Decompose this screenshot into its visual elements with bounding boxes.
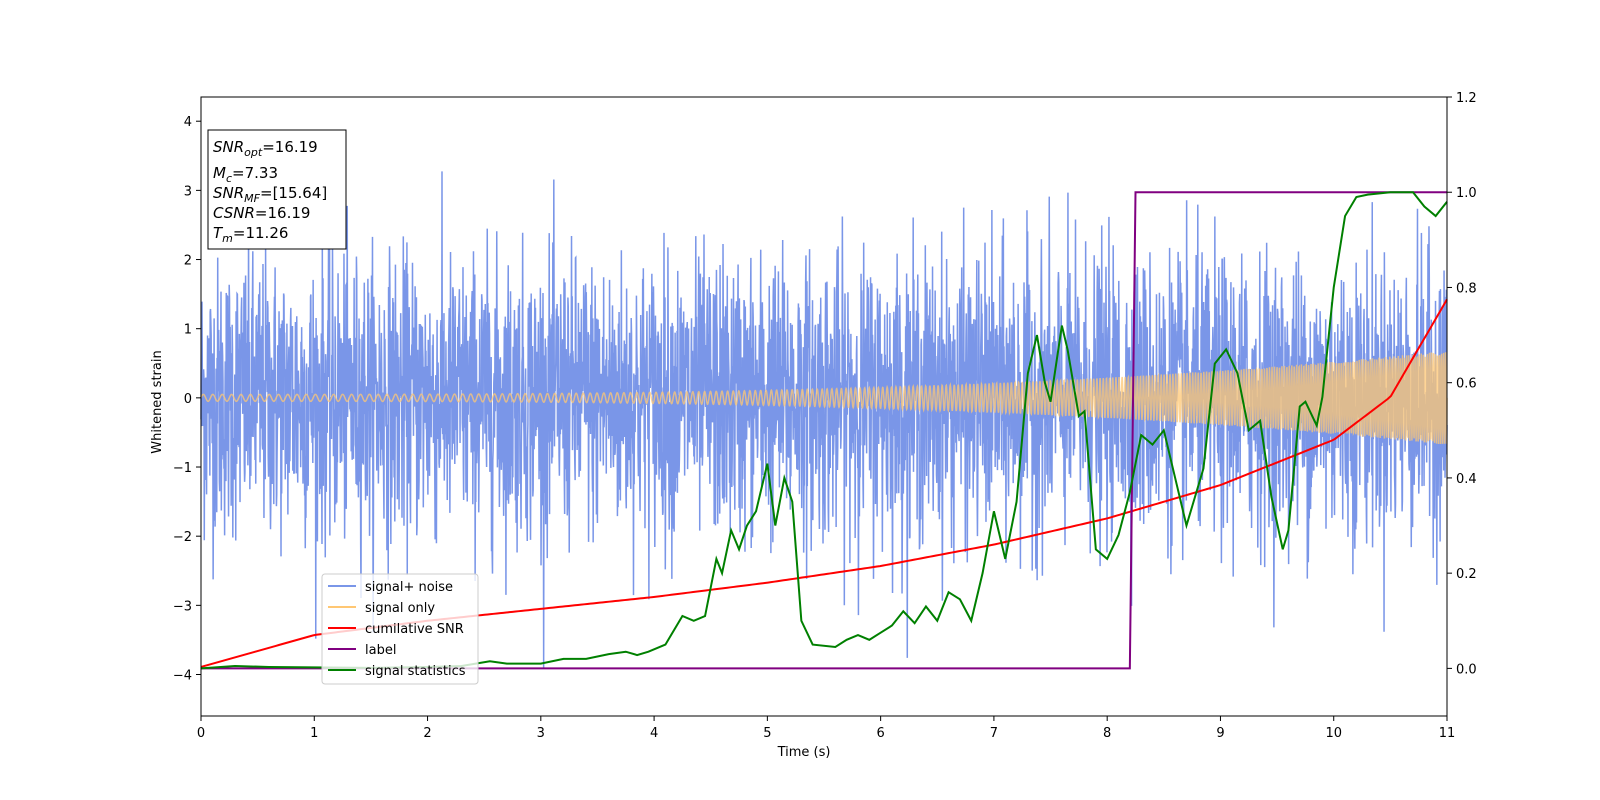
y-tick-label: 0	[184, 392, 192, 407]
legend-label-signal-only: signal only	[365, 601, 435, 616]
x-axis-label: Time (s)	[777, 745, 831, 760]
x-tick-label: 4	[650, 726, 658, 741]
y-axis-label: Whitened strain	[150, 350, 165, 453]
x-tick-label: 3	[537, 726, 545, 741]
x-tick-label: 10	[1325, 726, 1342, 741]
y-tick-label: 2	[184, 254, 192, 269]
y2-tick-label: 0.0	[1456, 662, 1477, 677]
x-tick-label: 7	[990, 726, 998, 741]
y2-axis-ticks: 1.2 1.0 0.8 0.6 0.4 0.2 0.0	[1447, 91, 1477, 677]
legend-label-label: label	[365, 643, 396, 658]
x-axis-ticks: 0 1 2 3 4 5 6 7 8 9 10 11	[197, 716, 1455, 741]
x-tick-label: 9	[1216, 726, 1224, 741]
info-box-frame	[207, 129, 347, 250]
legend: signal+ noise signal only cumilative SNR…	[321, 573, 479, 685]
y2-tick-label: 0.4	[1456, 472, 1477, 487]
info-snr-opt: SNRopt=16.19	[213, 138, 318, 159]
x-tick-label: 8	[1103, 726, 1111, 741]
legend-label-cumulative-snr: cumilative SNR	[365, 622, 464, 637]
x-tick-label: 11	[1439, 726, 1456, 741]
axes-frame	[200, 96, 1448, 717]
info-box: SNRopt=16.19 Mc=7.33 SNRMF=[15.64] CSNR=…	[207, 129, 347, 250]
x-tick-label: 2	[423, 726, 431, 741]
series-signal-statistics	[200, 191, 1448, 670]
y-tick-label: 4	[184, 115, 192, 130]
y2-tick-label: 0.2	[1456, 567, 1477, 582]
y2-tick-label: 0.6	[1456, 377, 1477, 392]
y2-tick-label: 1.0	[1456, 186, 1477, 201]
info-snr-mf: SNRMF=[15.64]	[213, 184, 327, 205]
legend-frame	[321, 573, 479, 685]
y-tick-label: −3	[173, 599, 192, 614]
y2-tick-label: 0.8	[1456, 281, 1477, 296]
y-tick-label: −1	[173, 461, 192, 476]
y2-tick-label: 1.2	[1456, 91, 1477, 106]
y-tick-label: 3	[184, 184, 192, 199]
series-signal-only	[200, 352, 1448, 445]
x-tick-label: 1	[310, 726, 318, 741]
x-tick-label: 6	[876, 726, 884, 741]
series-label	[201, 191, 1447, 670]
legend-label-signal-statistics: signal statistics	[365, 664, 466, 679]
x-tick-label: 5	[763, 726, 771, 741]
info-tm: Tm=11.26	[213, 224, 288, 245]
y-tick-label: −4	[173, 669, 192, 684]
y-tick-label: 1	[184, 323, 192, 338]
x-tick-label: 0	[197, 726, 205, 741]
legend-label-signal-noise: signal+ noise	[365, 580, 453, 595]
y-axis-ticks: 4 3 2 1 0 −1 −2 −3 −4	[173, 115, 201, 684]
series-signal-noise	[200, 171, 1448, 668]
y-tick-label: −2	[173, 530, 192, 545]
info-csnr: CSNR=16.19	[213, 204, 310, 222]
info-mc: Mc=7.33	[213, 164, 278, 185]
